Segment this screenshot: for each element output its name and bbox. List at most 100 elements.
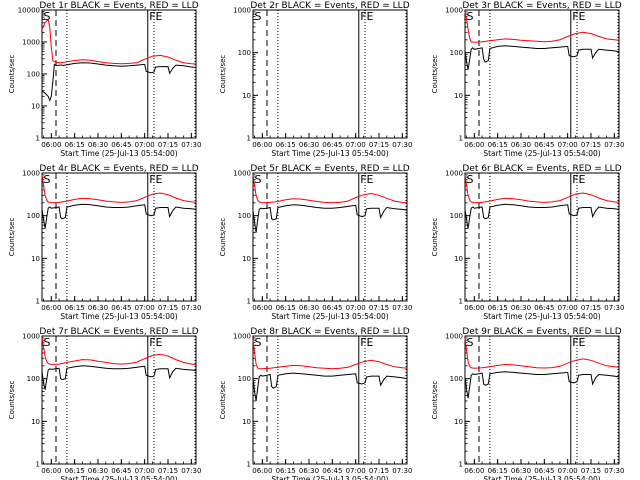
lld-rate-line xyxy=(41,174,197,204)
detector-panel-8: Det 8r BLACK = Events, RED = LLD 1 10 100 10… xyxy=(219,327,412,480)
marker-label-f: F xyxy=(360,173,366,186)
panel-title: Det 2r BLACK = Events, RED = LLD xyxy=(250,1,409,11)
panel-title: Det 3r BLACK = Events, RED = LLD xyxy=(462,1,621,11)
x-tick-label: 07:00 xyxy=(558,467,578,475)
lld-rate-line xyxy=(464,174,620,204)
x-tick-label: 06:15 xyxy=(65,304,85,312)
marker-label-f: F xyxy=(360,336,366,349)
x-tick-label: 06:00 xyxy=(41,141,61,149)
y-tick-label: 1000 xyxy=(22,39,40,47)
marker-label-s: S xyxy=(467,336,474,349)
y-tick-label: 100 xyxy=(450,375,463,383)
events-rate-line xyxy=(464,371,620,399)
y-tick-label: 1 xyxy=(247,135,251,143)
x-tick-label: 06:30 xyxy=(88,304,108,312)
y-tick-label: 100 xyxy=(238,212,251,220)
x-axis-label: Start Time (25-Jul-13 05:54:00) xyxy=(483,475,600,480)
marker-label-s: S xyxy=(44,173,51,186)
x-tick-label: 06:30 xyxy=(299,304,319,312)
plot-frame xyxy=(41,335,197,465)
marker-label-s: S xyxy=(255,10,262,23)
events-rate-line xyxy=(41,365,197,390)
marker-label-e: E xyxy=(367,173,374,186)
events-rate-line xyxy=(41,203,197,229)
y-tick-label: 10 xyxy=(31,418,40,426)
x-tick-label: 06:00 xyxy=(464,304,484,312)
y-axis-label: Counts/sec xyxy=(431,55,439,94)
x-tick-label: 06:45 xyxy=(322,304,342,312)
x-tick-label: 07:15 xyxy=(158,467,178,475)
marker-label-e: E xyxy=(579,173,586,186)
detector-panel-9: Det 9r BLACK = Events, RED = LLD 1 10 100 10… xyxy=(431,327,624,480)
plot-frame xyxy=(252,335,408,465)
marker-label-f: F xyxy=(149,173,155,186)
panel-title: Det 6r BLACK = Events, RED = LLD xyxy=(462,164,621,174)
y-tick-label: 100 xyxy=(27,212,40,220)
marker-label-s: S xyxy=(44,10,51,23)
x-tick-label: 06:30 xyxy=(511,304,531,312)
x-tick-label: 06:00 xyxy=(252,304,272,312)
x-tick-label: 06:00 xyxy=(252,141,272,149)
marker-label-s: S xyxy=(255,336,262,349)
y-tick-label: 1000 xyxy=(22,333,40,341)
y-tick-label: 1000 xyxy=(445,333,463,341)
y-tick-label: 10 xyxy=(242,418,251,426)
marker-label-e: E xyxy=(367,10,374,23)
y-axis-label: Counts/sec xyxy=(219,218,227,257)
x-tick-label: 07:00 xyxy=(346,141,366,149)
x-tick-label: 06:45 xyxy=(534,304,554,312)
x-tick-label: 07:15 xyxy=(369,141,389,149)
lld-rate-line xyxy=(252,340,408,370)
x-tick-label: 06:00 xyxy=(41,467,61,475)
x-tick-label: 06:15 xyxy=(276,304,296,312)
x-tick-label: 06:45 xyxy=(111,304,131,312)
x-tick-label: 07:00 xyxy=(135,141,155,149)
x-tick-label: 06:45 xyxy=(322,467,342,475)
panel-title: Det 9r BLACK = Events, RED = LLD xyxy=(462,327,621,337)
x-axis-label: Start Time (25-Jul-13 05:54:00) xyxy=(483,312,600,321)
x-tick-label: 06:15 xyxy=(276,467,296,475)
x-tick-label: 07:00 xyxy=(346,467,366,475)
x-tick-label: 07:00 xyxy=(135,304,155,312)
marker-label-s: S xyxy=(467,10,474,23)
marker-label-e: E xyxy=(367,336,374,349)
detector-panel-7: Det 7r BLACK = Events, RED = LLD 1 10 100 10… xyxy=(8,327,201,480)
x-axis-label: Start Time (25-Jul-13 05:54:00) xyxy=(271,312,388,321)
x-tick-label: 07:00 xyxy=(558,141,578,149)
detector-panel-1: Det 1r BLACK = Events, RED = LLD 1 10 100 10… xyxy=(8,1,201,158)
y-tick-label: 1 xyxy=(459,135,463,143)
x-tick-label: 06:15 xyxy=(488,304,508,312)
events-rate-line xyxy=(41,62,197,102)
marker-label-e: E xyxy=(156,336,163,349)
y-tick-label: 100 xyxy=(238,375,251,383)
x-tick-label: 06:15 xyxy=(488,141,508,149)
x-tick-label: 06:30 xyxy=(88,141,108,149)
x-tick-label: 07:30 xyxy=(181,304,201,312)
x-tick-label: 07:15 xyxy=(369,467,389,475)
x-tick-label: 07:15 xyxy=(581,141,601,149)
y-axis-label: Counts/sec xyxy=(8,381,16,420)
plot-frame xyxy=(41,172,197,302)
plot-frame xyxy=(464,335,620,465)
marker-label-s: S xyxy=(467,173,474,186)
x-tick-label: 06:00 xyxy=(464,467,484,475)
marker-label-f: F xyxy=(572,336,578,349)
y-tick-label: 10 xyxy=(454,255,463,263)
y-axis-label: Counts/sec xyxy=(431,218,439,257)
y-tick-label: 1000 xyxy=(445,7,463,15)
x-tick-label: 06:30 xyxy=(511,467,531,475)
x-tick-label: 07:15 xyxy=(158,304,178,312)
x-tick-label: 07:30 xyxy=(181,467,201,475)
y-tick-label: 10 xyxy=(242,255,251,263)
x-tick-label: 06:15 xyxy=(276,141,296,149)
x-axis-label: Start Time (25-Jul-13 05:54:00) xyxy=(483,149,600,158)
plot-frame xyxy=(41,9,197,139)
x-tick-label: 06:45 xyxy=(111,141,131,149)
marker-label-f: F xyxy=(360,10,366,23)
y-tick-label: 1000 xyxy=(22,170,40,178)
events-rate-line xyxy=(252,204,408,233)
y-axis-label: Counts/sec xyxy=(219,381,227,420)
x-tick-label: 07:15 xyxy=(158,141,178,149)
x-tick-label: 07:30 xyxy=(392,304,412,312)
